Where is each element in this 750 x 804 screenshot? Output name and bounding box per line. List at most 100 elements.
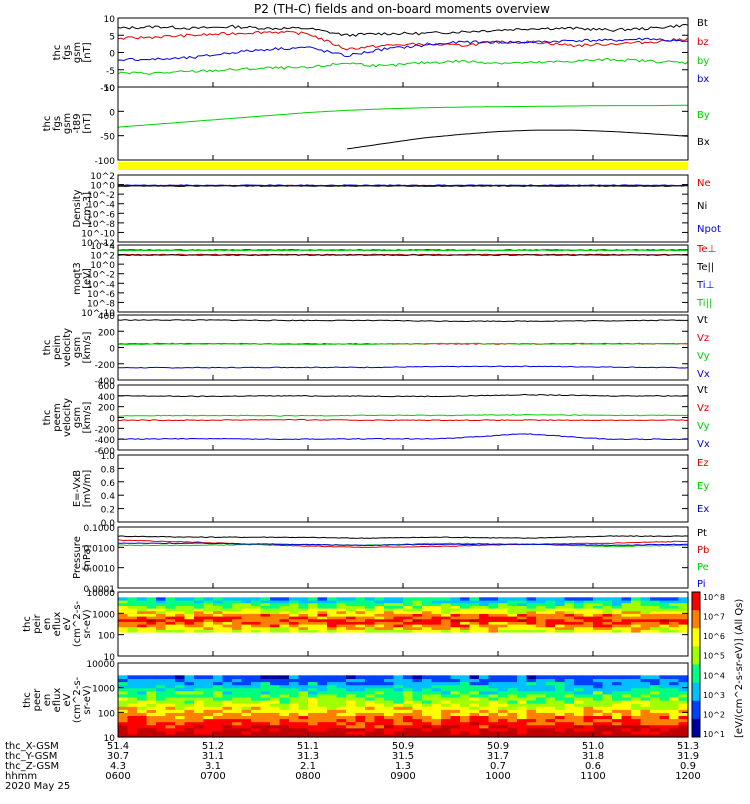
spectrogram-cell [659, 715, 670, 720]
spectrogram-cell [469, 621, 480, 625]
spectrogram-cell [431, 721, 442, 726]
xaxis-row-label: thc_X-GSM [5, 741, 59, 752]
spectrogram-cell [412, 684, 423, 689]
spectrogram-cell [393, 727, 404, 732]
spectrogram-cell [403, 724, 414, 729]
spectrogram-cell [583, 706, 594, 710]
spectrogram-cell [393, 681, 404, 686]
ylabel-line: thc [42, 340, 53, 356]
spectrogram-cell [279, 709, 290, 713]
spectrogram-cell [336, 624, 347, 628]
spectrogram-cell [279, 626, 290, 630]
spectrogram-cell [156, 602, 167, 606]
spectrogram-cell [460, 678, 471, 683]
spectrogram-cell [564, 690, 575, 695]
spectrogram-cell [574, 597, 585, 601]
spectrogram-cell [640, 608, 651, 612]
spectrogram-cell [203, 626, 214, 630]
spectrogram-cell [498, 605, 509, 609]
spectrogram-cell [127, 724, 138, 729]
spectrogram-cell [175, 613, 186, 617]
spectrogram-cell [593, 618, 604, 622]
spectrogram-cell [118, 616, 129, 620]
spectrogram-cell [213, 684, 224, 689]
spectrogram-cell [640, 678, 651, 683]
spectrogram-cell [184, 715, 195, 720]
spectrogram-cell [669, 721, 680, 726]
ylabel-line: thc [22, 692, 33, 708]
spectrogram-cell [260, 600, 271, 604]
spectrogram-cell [669, 696, 680, 701]
legend-pressure-3: Pi [697, 579, 706, 590]
spectrogram-cell [536, 721, 547, 726]
spectrogram-cell [621, 727, 632, 732]
spectrogram-cell [631, 597, 642, 601]
spectrogram-cell [289, 706, 300, 710]
legend-peim-0: Vt [697, 315, 708, 326]
spectrogram-cell [222, 626, 233, 630]
spectrogram-cell [203, 733, 214, 738]
spectrogram-cell [650, 700, 661, 704]
spectrogram-cell [308, 624, 319, 628]
spectrogram-cell [355, 602, 366, 606]
xaxis-value-y: 31.5 [392, 751, 414, 762]
spectrogram-cell [441, 608, 452, 612]
spectrogram-cell [574, 724, 585, 729]
spectrogram-cell [384, 608, 395, 612]
spectrogram-cell [460, 700, 471, 704]
spectrogram-cell [270, 733, 281, 738]
spectrogram-cell [669, 693, 680, 698]
spectrogram-cell [146, 610, 157, 614]
spectrogram-cell [564, 624, 575, 628]
spectrogram-cell [241, 709, 252, 713]
spectrogram-cell [384, 709, 395, 713]
spectrogram-cell [602, 616, 613, 620]
spectrogram-cell [460, 706, 471, 710]
spectrogram-cell [251, 703, 262, 707]
spectrogram-cell [203, 730, 214, 735]
spectrogram-cell [346, 681, 357, 686]
spectrogram-cell [507, 629, 518, 633]
spectrogram-cell [165, 618, 176, 622]
spectrogram-cell [222, 608, 233, 612]
spectrogram-cell [403, 690, 414, 695]
spectrogram-cell [384, 621, 395, 625]
spectrogram-cell [222, 724, 233, 729]
spectrogram-cell [460, 715, 471, 720]
spectrogram-cell [118, 690, 129, 695]
spectrogram-cell [612, 718, 623, 723]
spectrogram-cell [526, 597, 537, 601]
ytick-label-pressure: 0.0001 [84, 585, 116, 595]
spectrogram-cell [194, 727, 205, 732]
spectrogram-cell [298, 693, 309, 698]
spectrogram-cell [260, 602, 271, 606]
spectrogram-cell [412, 718, 423, 723]
spectrogram-cell [184, 690, 195, 695]
spectrogram-cell [365, 597, 376, 601]
spectrogram-cell [118, 724, 129, 729]
spectrogram-cell [422, 597, 433, 601]
spectrogram-cell [507, 687, 518, 692]
ylabel-line: gsm [72, 337, 83, 358]
spectrogram-cell [593, 616, 604, 620]
spectrogram-cell [146, 727, 157, 732]
spectrogram-cell [545, 684, 556, 689]
spectrogram-cell [602, 675, 613, 680]
xaxis-value-z: 0.7 [490, 761, 506, 772]
spectrogram-cell [270, 703, 281, 707]
spectrogram-cell [203, 608, 214, 612]
spectrogram-cell [659, 618, 670, 622]
spectrogram-cell [431, 709, 442, 713]
spectrogram-cell [526, 700, 537, 704]
spectrogram-cell [669, 709, 680, 713]
spectrogram-cell [498, 709, 509, 713]
spectrogram-cell [213, 681, 224, 686]
spectrogram-cell [289, 730, 300, 735]
spectrogram-cell [175, 700, 186, 704]
spectrogram-cell [431, 693, 442, 698]
spectrogram-cell [555, 690, 566, 695]
spectrogram-cell [118, 706, 129, 710]
spectrogram-cell [260, 703, 271, 707]
spectrogram-cell [298, 675, 309, 680]
spectrogram-cell [222, 715, 233, 720]
